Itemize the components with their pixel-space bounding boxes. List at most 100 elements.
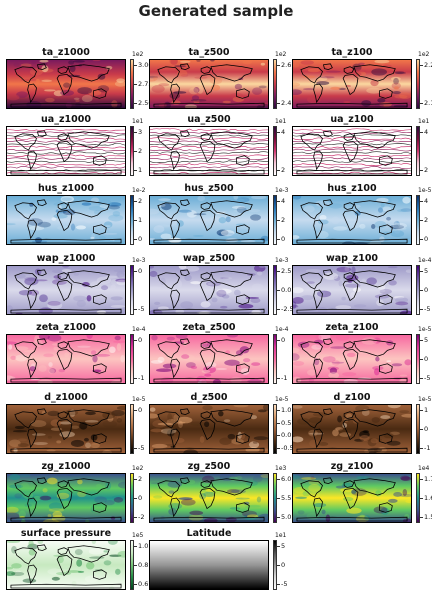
coastline [36, 544, 47, 552]
field-blob [14, 493, 23, 499]
field-blob [376, 197, 389, 203]
field-blob [104, 500, 115, 506]
colorbar-tick-mark [420, 359, 423, 360]
colorbar-tick-label: -1 [424, 444, 431, 452]
coastline [343, 341, 355, 349]
field-blob [374, 368, 380, 376]
panel-ta_z500: ta_z500 1e2 2.6 2.4 [149, 47, 291, 111]
coastline [14, 480, 37, 498]
field-blob [293, 361, 305, 366]
streamline [7, 142, 125, 146]
field-blob [344, 266, 350, 272]
field-blob [378, 289, 386, 293]
field-blob [48, 508, 65, 513]
coastline [313, 83, 323, 104]
field-blob [372, 366, 384, 371]
field-blob [7, 374, 14, 382]
colorbar-tick-mark [420, 309, 423, 310]
field-blob [207, 282, 213, 286]
field-blob [302, 88, 315, 91]
field-blob [99, 203, 109, 208]
coastline [210, 131, 253, 149]
colorbar-exponent: 1e1 [275, 532, 287, 539]
field-blob [103, 550, 109, 553]
field-blob [39, 495, 52, 501]
field-blob [360, 474, 365, 479]
field-blob [248, 209, 261, 213]
field-blob [222, 277, 233, 280]
colorbar-tick-mark [277, 340, 280, 341]
streamline [7, 148, 125, 152]
panel-title: zeta_z100 [325, 322, 379, 333]
field-blob [113, 340, 125, 343]
coastline [27, 428, 37, 449]
panel-title: surface pressure [20, 528, 112, 539]
colorbar-tick-mark [277, 378, 280, 379]
map-plot [292, 195, 412, 245]
colorbar-tick-mark [277, 584, 280, 585]
coastline [343, 272, 355, 280]
colorbar-tick-mark [277, 565, 280, 566]
field-blob [171, 100, 181, 105]
field-blob [393, 295, 405, 299]
streamline [293, 134, 411, 138]
panel-title: ta_z500 [188, 47, 230, 58]
coastline [296, 169, 408, 175]
field-blob [110, 279, 118, 286]
colorbar-tick-mark [134, 201, 137, 202]
coastline [10, 447, 122, 453]
coastline [199, 487, 216, 510]
figure-title: Generated sample [138, 2, 294, 20]
field-blob [7, 541, 21, 544]
map-svg [150, 60, 268, 108]
field-blob [374, 60, 390, 64]
streamline [150, 131, 268, 135]
field-blob [330, 346, 347, 349]
coastline [10, 102, 122, 108]
field-blob [389, 224, 405, 230]
field-blob [250, 297, 261, 304]
colorbar-tick-label: 4 [424, 197, 429, 205]
colorbar-tick-label: 0.5 [281, 418, 292, 427]
field-blob [70, 223, 76, 231]
field-blob [34, 87, 45, 94]
field-blob [64, 352, 70, 358]
field-blob [28, 541, 34, 547]
field-blob [57, 225, 72, 231]
field-blob [344, 283, 361, 288]
coastline [153, 169, 265, 175]
colorbar-tick-mark [277, 517, 280, 518]
field-blob [178, 209, 192, 213]
field-blob [312, 503, 327, 508]
colorbar-tick-mark [134, 132, 137, 133]
field-blob [85, 442, 91, 449]
streamline [7, 134, 125, 137]
field-blob [84, 575, 99, 583]
field-blob [307, 68, 321, 73]
colorbar-tick-label: 5.5 [281, 494, 292, 502]
colorbar-tick-label: 1 [424, 406, 429, 414]
field-blob [157, 224, 171, 228]
field-blob [339, 432, 352, 437]
field-blob [117, 550, 125, 558]
colorbar-tick-label: -2.5 [281, 305, 294, 313]
coastline [210, 270, 253, 288]
panel-title: zg_z500 [187, 461, 231, 472]
field-blob [394, 70, 405, 74]
field-blob [76, 559, 83, 567]
map-svg [7, 474, 125, 522]
field-blob [359, 223, 366, 229]
field-blob [75, 99, 80, 103]
field-blob [29, 366, 36, 372]
map-svg [293, 405, 411, 453]
coastline [342, 209, 359, 232]
coastline [342, 418, 359, 441]
field-blob [216, 289, 227, 298]
field-blob [103, 232, 118, 235]
colorbar-tick-label: 1.0 [281, 406, 292, 414]
field-blob [366, 437, 382, 442]
streamline [7, 154, 125, 157]
field-blob [308, 484, 321, 492]
colorbar-tick-mark [134, 84, 137, 85]
colorbar-tick-mark [420, 201, 423, 202]
